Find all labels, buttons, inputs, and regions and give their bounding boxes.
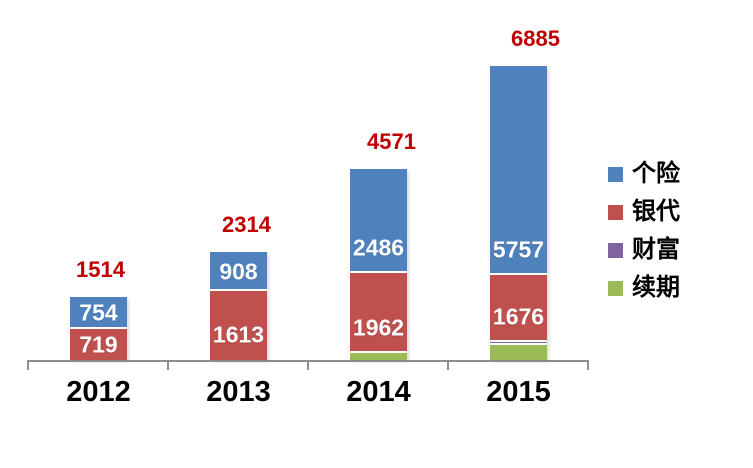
bar-2013 xyxy=(210,252,267,360)
segment-银代-2014 xyxy=(350,273,407,353)
category-label-2015: 2015 xyxy=(486,376,551,408)
bar-2015 xyxy=(490,66,547,360)
category-label-2012: 2012 xyxy=(66,376,131,408)
category-label-2014: 2014 xyxy=(346,376,411,408)
segment-财富-2015 xyxy=(490,342,547,345)
segment-个险-2013 xyxy=(210,252,267,291)
segment-value-银代-2013: 1613 xyxy=(212,321,265,348)
segment-value-个险-2015: 5757 xyxy=(492,236,545,263)
legend-swatch-icon xyxy=(608,242,623,258)
segment-value-银代-2012: 719 xyxy=(79,331,118,357)
bar-2012 xyxy=(70,297,127,360)
segment-个险-2014 xyxy=(350,169,407,273)
x-axis-tick xyxy=(307,360,309,370)
legend-swatch-icon xyxy=(608,166,623,182)
legend-label: 银代 xyxy=(632,198,680,225)
legend-label: 个险 xyxy=(632,160,680,187)
x-axis-tick xyxy=(447,360,449,370)
legend-swatch-icon xyxy=(608,204,623,220)
total-label-2015: 6885 xyxy=(511,26,560,51)
segment-银代-2013 xyxy=(210,291,267,360)
segment-银代-2015 xyxy=(490,275,547,342)
segment-续期-2015 xyxy=(490,345,547,360)
total-label-2013: 2314 xyxy=(222,212,271,237)
total-label-2014: 4571 xyxy=(367,129,416,154)
segment-续期-2014 xyxy=(350,353,407,360)
legend-item-个险: 个险 xyxy=(608,162,680,186)
segment-银代-2012 xyxy=(70,329,127,360)
legend-label: 财富 xyxy=(632,236,680,263)
x-axis-tick xyxy=(167,360,169,370)
segment-个险-2012 xyxy=(70,297,127,329)
segment-value-个险-2013: 908 xyxy=(219,258,258,284)
legend-item-财富: 财富 xyxy=(608,238,680,262)
legend-label: 续期 xyxy=(632,274,680,301)
x-axis-tick xyxy=(27,360,29,370)
legend-swatch-icon xyxy=(608,280,623,296)
segment-value-银代-2014: 1962 xyxy=(352,314,405,341)
segment-value-个险-2014: 2486 xyxy=(352,234,405,261)
legend-item-续期: 续期 xyxy=(608,276,680,300)
category-label-2013: 2013 xyxy=(206,376,271,408)
bar-2014 xyxy=(350,169,407,360)
legend: 个险 银代 财富 续期 xyxy=(608,162,680,300)
x-axis-tick xyxy=(587,360,589,370)
legend-item-银代: 银代 xyxy=(608,200,680,224)
segment-value-个险-2012: 754 xyxy=(79,299,118,326)
total-label-2012: 1514 xyxy=(76,257,125,282)
segment-个险-2015 xyxy=(490,66,547,275)
segment-value-银代-2015: 1676 xyxy=(492,303,545,330)
